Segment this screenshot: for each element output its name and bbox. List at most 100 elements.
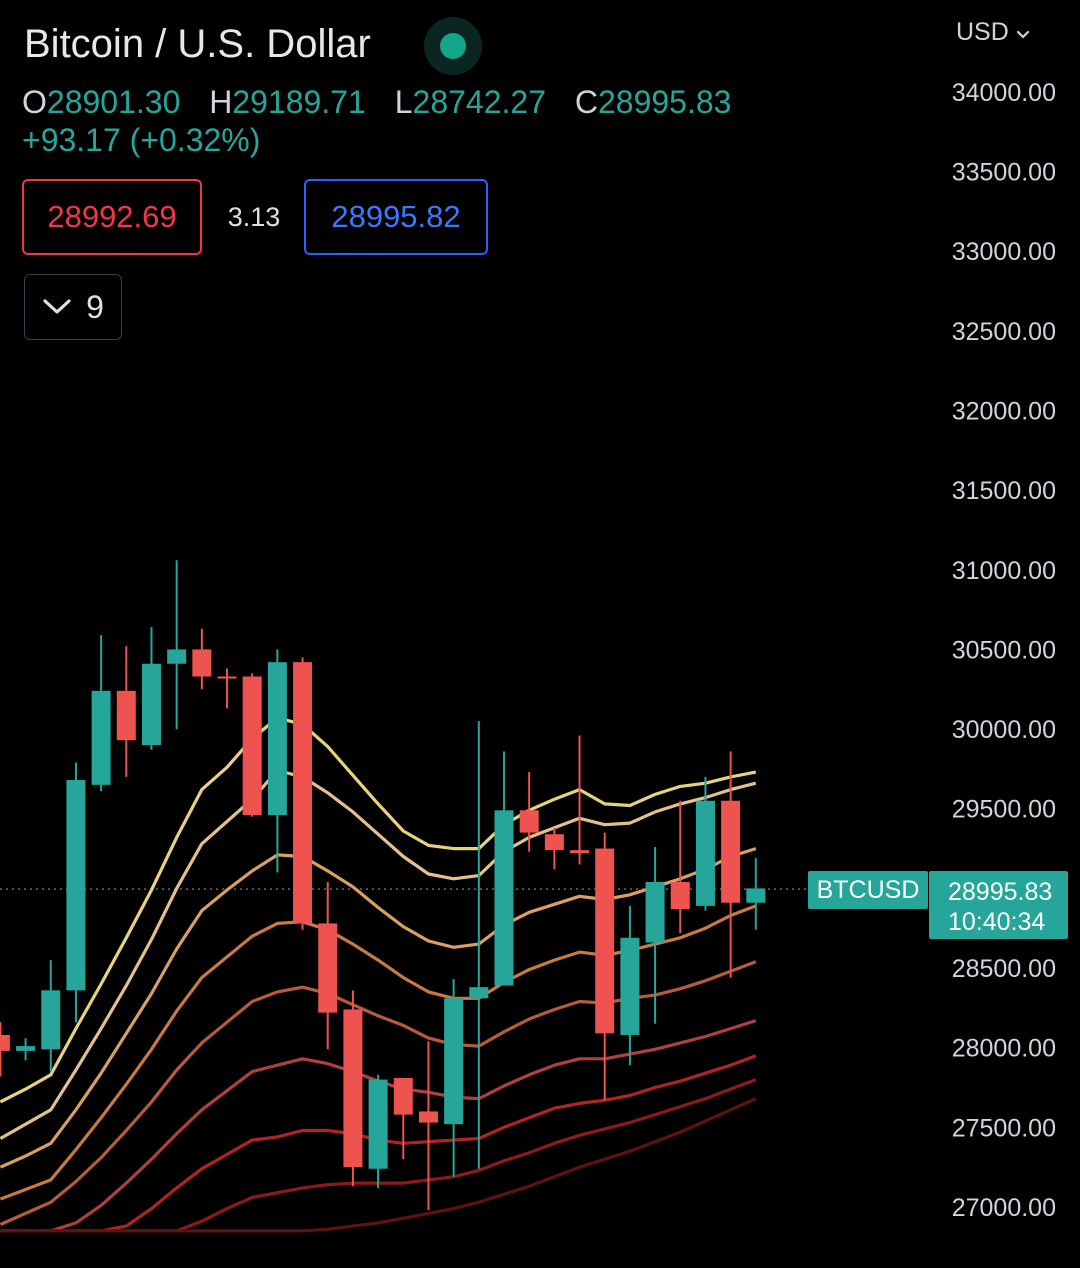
candle xyxy=(570,735,590,865)
ribbon-line-9 xyxy=(0,1097,757,1233)
candle-body xyxy=(0,1034,10,1051)
candle xyxy=(746,858,766,930)
candle-body xyxy=(444,998,464,1125)
price-change: +93.17 (+0.32%) xyxy=(22,122,261,158)
candle-body xyxy=(418,1111,438,1123)
price-axis-label: 28500.00 xyxy=(952,955,1056,983)
candle xyxy=(91,635,111,792)
candle xyxy=(217,668,237,709)
live-status-icon xyxy=(424,17,482,75)
candle xyxy=(494,751,514,986)
price-axis-label: 28000.00 xyxy=(952,1035,1056,1063)
candle-body xyxy=(494,810,514,986)
candle-body xyxy=(242,676,262,816)
price-axis-label: 27000.00 xyxy=(952,1194,1056,1222)
candle xyxy=(167,560,187,730)
ohlc-legend: O28901.30 H29189.71 L28742.27 C28995.83 xyxy=(22,84,751,121)
buy-button[interactable]: 28995.82 xyxy=(304,179,488,255)
candle-body xyxy=(393,1077,413,1115)
candle-body xyxy=(595,848,615,1034)
currency-label: USD xyxy=(956,18,1009,46)
candle-body xyxy=(343,1009,363,1168)
candle-body xyxy=(620,937,640,1035)
price-axis-label: 31000.00 xyxy=(952,557,1056,585)
last-price-tag: 28995.83 10:40:34 xyxy=(929,871,1068,939)
symbol-title[interactable]: Bitcoin / U.S. Dollar xyxy=(24,22,371,66)
low-value: 28742.27 xyxy=(412,84,546,120)
candle xyxy=(645,846,665,1024)
price-axis-label: 27500.00 xyxy=(952,1114,1056,1142)
candle xyxy=(721,751,741,978)
close-label: C xyxy=(574,84,598,120)
candle xyxy=(41,960,61,1072)
price-axis-label: 29500.00 xyxy=(952,796,1056,824)
open-value: 28901.30 xyxy=(46,84,181,120)
price-axis-label: 32000.00 xyxy=(952,397,1056,425)
indicators-toggle-button[interactable]: 9 xyxy=(24,274,122,340)
low-label: L xyxy=(394,84,413,120)
candle-body xyxy=(66,780,86,991)
price-axis-label: 33000.00 xyxy=(952,238,1056,266)
candle xyxy=(544,827,564,870)
candle xyxy=(141,627,161,750)
candle xyxy=(519,772,539,852)
price-axis-label: 32500.00 xyxy=(952,318,1056,346)
price-axis-label: 33500.00 xyxy=(952,158,1056,186)
candle-body xyxy=(570,850,590,854)
candle-body xyxy=(695,800,715,906)
spread-value: 3.13 xyxy=(227,201,281,232)
candle xyxy=(66,762,86,1023)
candle-body xyxy=(116,690,136,741)
bar-countdown: 10:40:34 xyxy=(948,908,1046,936)
candle-body xyxy=(141,663,161,746)
candle-body xyxy=(469,987,489,999)
ribbon-line-3 xyxy=(0,847,757,1169)
candle xyxy=(0,1022,10,1077)
candle-body xyxy=(167,649,187,664)
candle-body xyxy=(91,690,111,785)
live-dot-icon xyxy=(440,33,466,59)
candle xyxy=(393,1077,413,1160)
candle-body xyxy=(192,649,212,677)
indicators-count: 9 xyxy=(86,288,104,325)
candle xyxy=(444,979,464,1177)
price-axis-label: 30000.00 xyxy=(952,716,1056,744)
currency-selector[interactable]: USD xyxy=(956,18,1030,47)
candle xyxy=(318,882,338,1050)
candle-body xyxy=(746,888,766,903)
candle xyxy=(595,832,615,1101)
candle xyxy=(620,905,640,1066)
candle-body xyxy=(670,882,690,910)
candle xyxy=(116,646,136,777)
high-label: H xyxy=(209,84,233,120)
candle-body xyxy=(519,810,539,833)
sell-button[interactable]: 28992.69 xyxy=(22,179,202,255)
candle-body xyxy=(645,882,665,943)
candle-body xyxy=(267,662,287,816)
candle xyxy=(695,776,715,911)
symbol-price-tag: BTCUSD xyxy=(808,871,928,909)
candle xyxy=(418,1041,438,1211)
close-value: 28995.83 xyxy=(597,84,732,120)
candle-body xyxy=(293,662,313,924)
price-axis[interactable]: 34000.00 33500.00 33000.00 32500.00 32000.00… xyxy=(952,79,1056,1222)
candle xyxy=(368,1074,388,1188)
ribbon-line-2 xyxy=(0,768,757,1140)
chevron-down-icon xyxy=(1016,30,1029,39)
high-value: 29189.71 xyxy=(232,84,366,120)
candle xyxy=(242,673,262,817)
price-axis-label: 31500.00 xyxy=(952,477,1056,505)
candle-layer xyxy=(0,560,766,1211)
candle xyxy=(469,721,489,1169)
candle-body xyxy=(544,834,564,851)
candle xyxy=(293,657,313,930)
candle xyxy=(16,1038,36,1061)
last-price-value: 28995.83 xyxy=(948,878,1053,906)
price-axis-label: 30500.00 xyxy=(952,636,1056,664)
price-axis-label: 34000.00 xyxy=(952,79,1056,107)
candle-body xyxy=(16,1046,36,1051)
ribbon-line-1 xyxy=(0,716,757,1104)
open-label: O xyxy=(22,84,47,120)
candle xyxy=(343,990,363,1187)
